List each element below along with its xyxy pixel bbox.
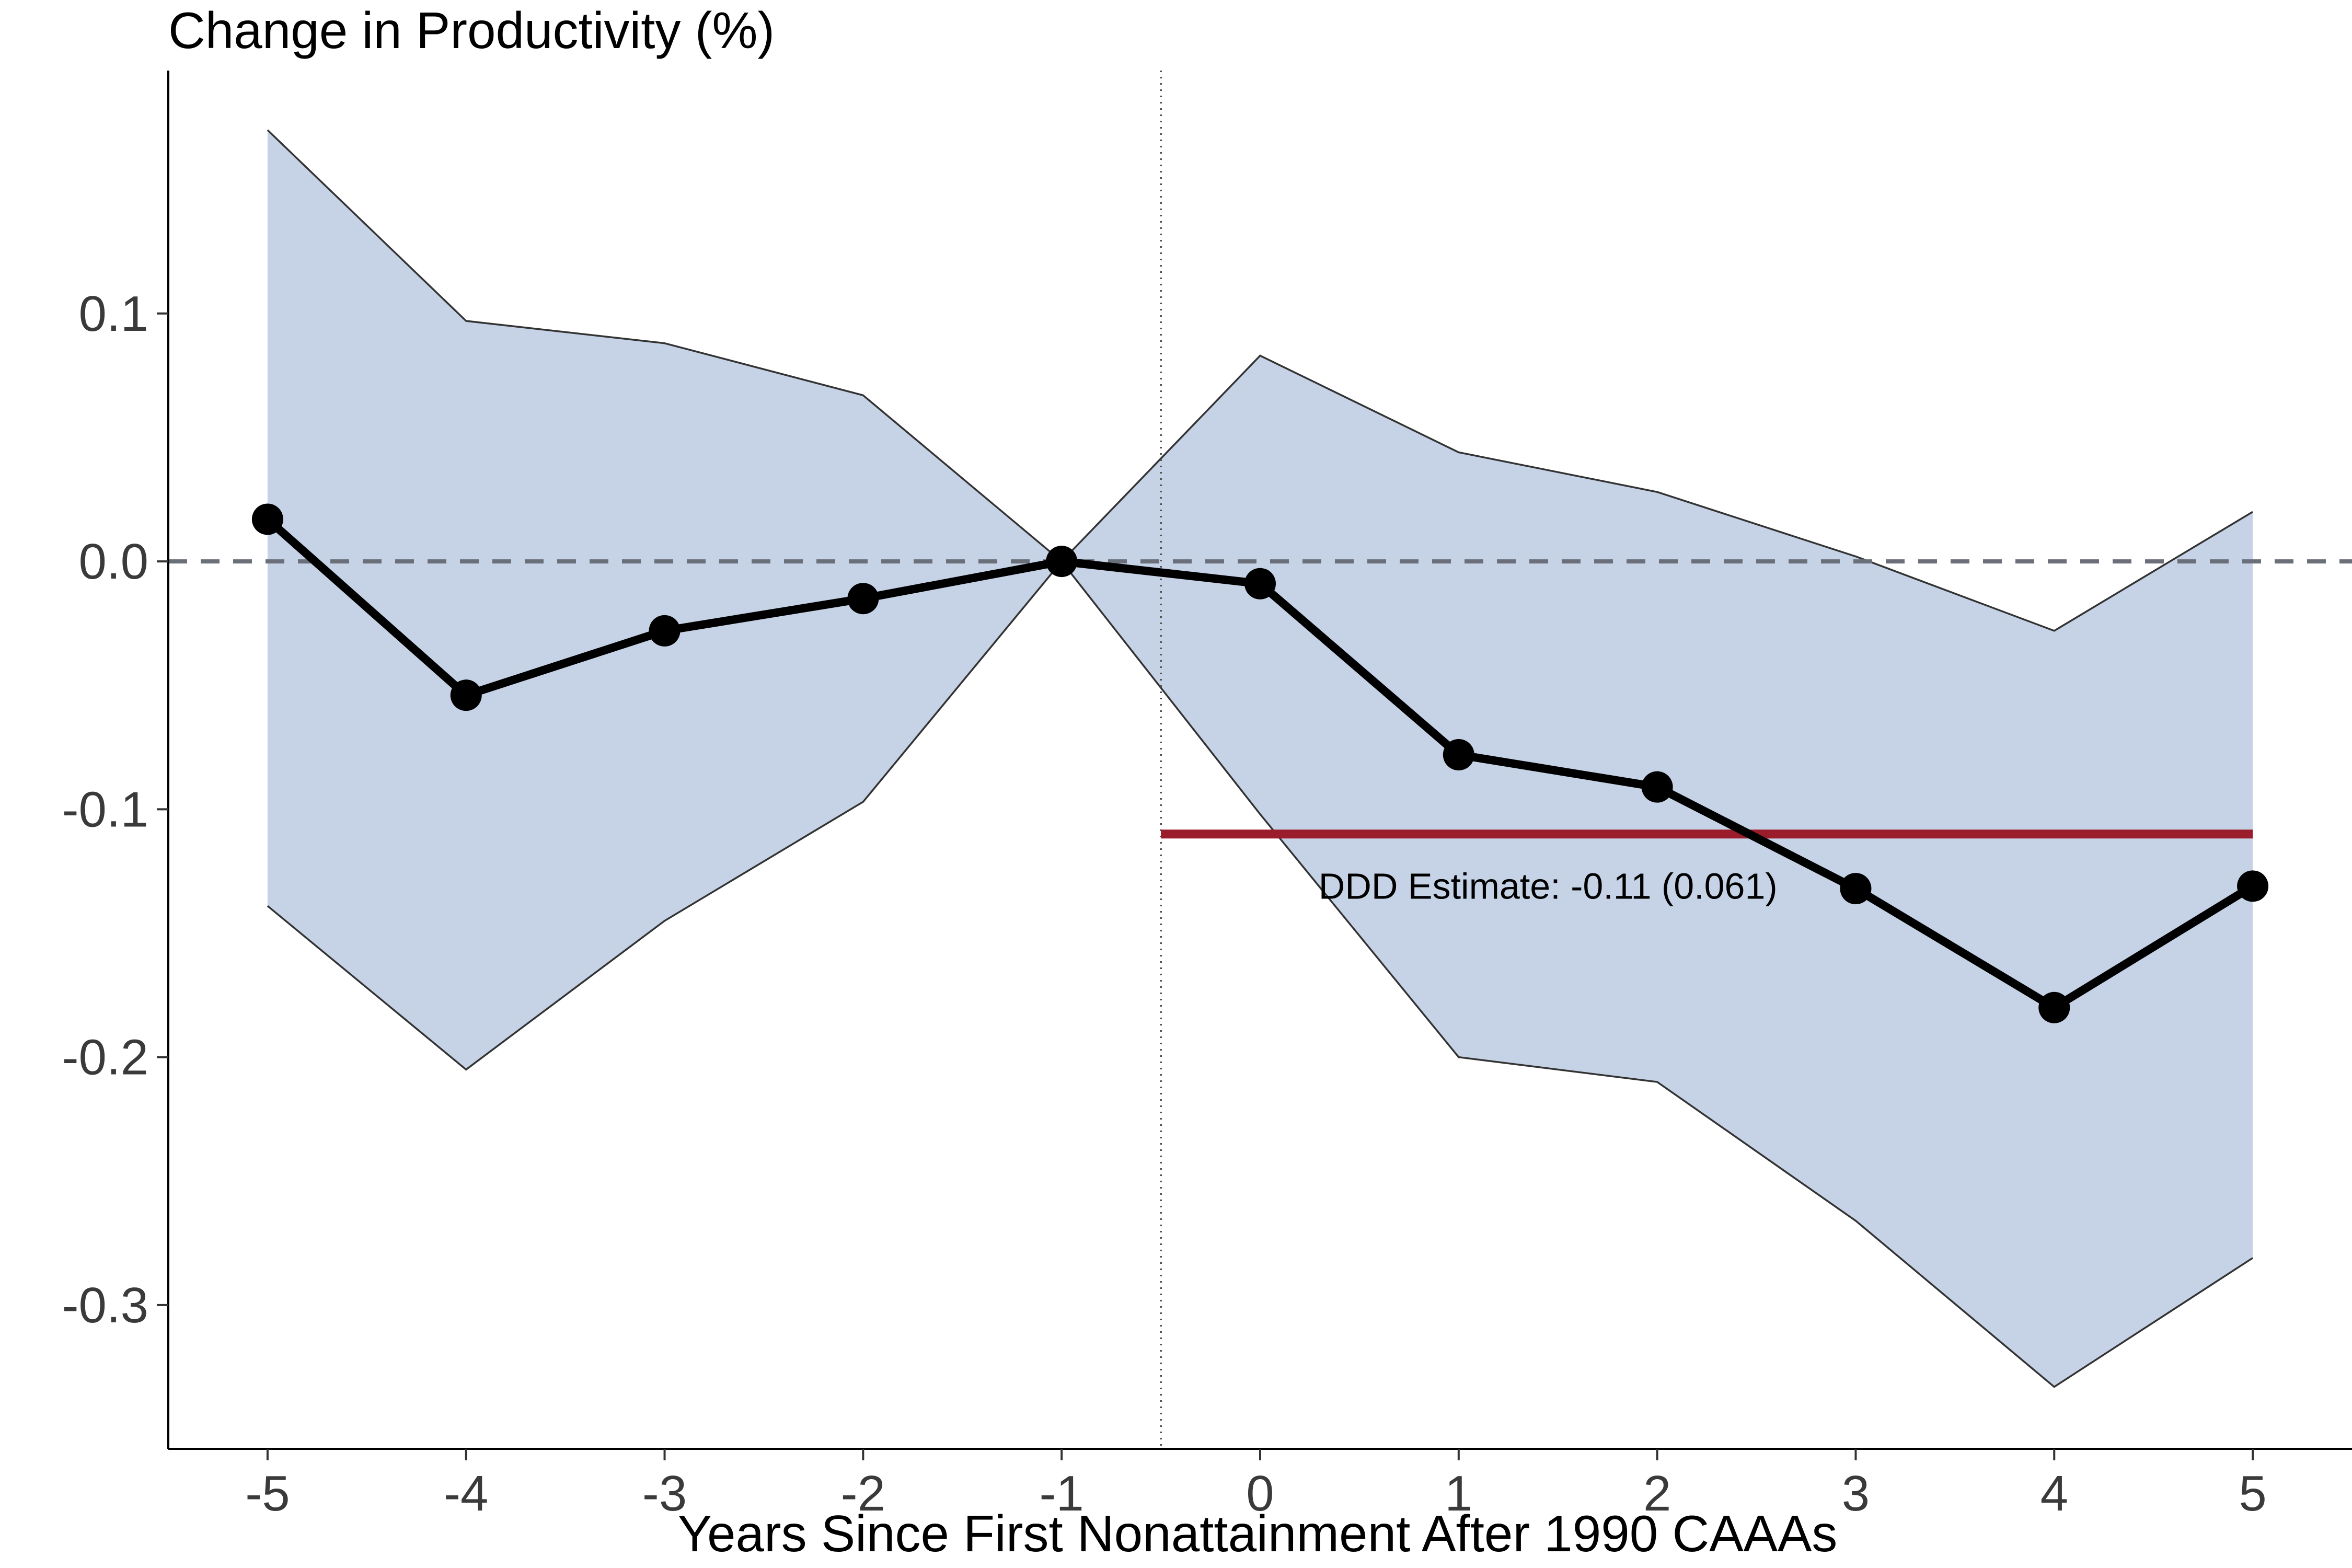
x-tick-label: -1 — [1040, 1466, 1084, 1521]
x-tick-label: 5 — [2239, 1466, 2266, 1521]
x-tick-label: -2 — [841, 1466, 885, 1521]
x-tick-label: -4 — [444, 1466, 488, 1521]
ddd-estimate-annotation: DDD Estimate: -0.11 (0.061) — [1319, 866, 1778, 906]
y-tick-label: -0.2 — [62, 1030, 148, 1086]
x-tick-label: 4 — [2040, 1466, 2068, 1521]
confidence-band-lower-edge — [267, 560, 2254, 1388]
data-point — [2237, 870, 2269, 902]
y-axis-title: Change in Productivity (%) — [168, 2, 775, 59]
confidence-band-fill — [267, 130, 2253, 1387]
data-point — [2038, 991, 2070, 1023]
data-point — [1244, 568, 1276, 599]
y-tick-label: 0.1 — [79, 286, 148, 342]
x-axis-ticks: -5 -4 -3 -2 -1 0 1 2 3 4 5 — [245, 1449, 2267, 1521]
y-tick-label: -0.3 — [62, 1277, 148, 1333]
x-tick-label: -3 — [642, 1466, 687, 1521]
x-tick-label: 2 — [1643, 1466, 1671, 1521]
x-tick-label: -5 — [245, 1466, 290, 1521]
confidence-band-upper-edge — [267, 129, 2253, 632]
confidence-band-group — [267, 129, 2254, 1388]
y-tick-label: -0.1 — [62, 781, 148, 837]
data-point — [1046, 546, 1078, 578]
y-axis-ticks: 0.1 0.0 -0.1 -0.2 -0.3 — [62, 286, 168, 1333]
data-point — [251, 503, 283, 535]
data-point — [1641, 771, 1673, 803]
data-point — [450, 679, 482, 711]
data-point — [1840, 873, 1872, 905]
y-tick-label: 0.0 — [79, 534, 148, 590]
data-points — [251, 503, 2269, 1023]
data-point — [649, 615, 681, 647]
data-point — [847, 583, 879, 615]
x-tick-label: 1 — [1445, 1466, 1472, 1521]
x-axis-title: Years Since First Nonattainment After 19… — [678, 1505, 1838, 1562]
x-tick-label: 0 — [1246, 1466, 1274, 1521]
data-point — [1443, 739, 1474, 771]
x-tick-label: 3 — [1842, 1466, 1870, 1521]
